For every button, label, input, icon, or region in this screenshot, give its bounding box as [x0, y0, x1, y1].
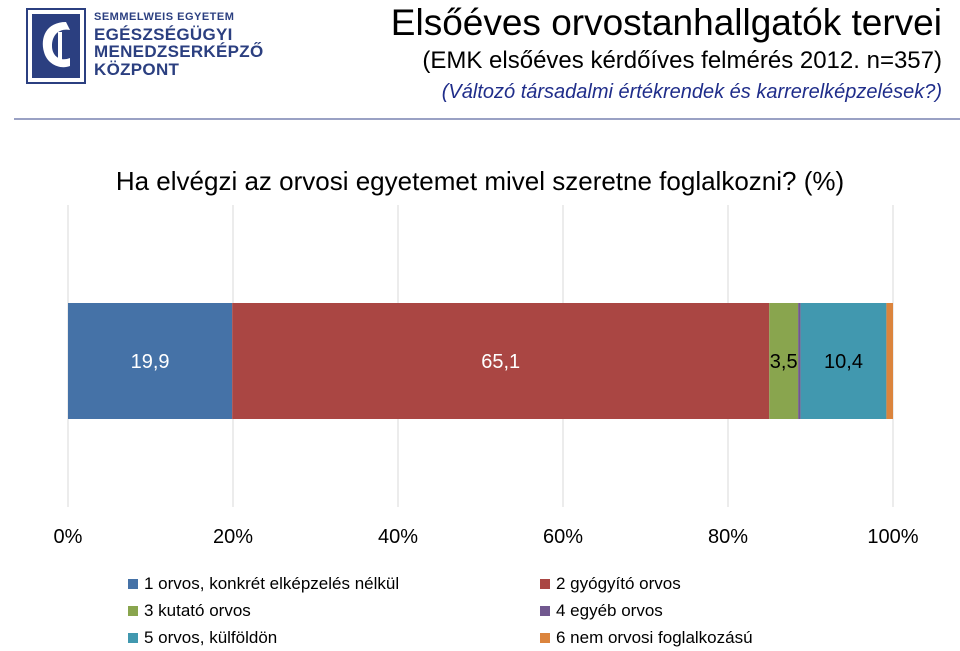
logo-emblem-icon	[26, 8, 86, 84]
legend-item-s1: 1 orvos, konkrét elképzelés nélkül	[128, 570, 399, 597]
legend-label-s5: 5 orvos, külföldön	[144, 627, 278, 647]
legend-label-s4: 4 egyéb orvos	[556, 600, 663, 620]
x-tick-label-5: 100%	[867, 526, 918, 548]
x-tick-label-3: 60%	[543, 526, 583, 548]
legend-swatch-s6	[540, 632, 550, 643]
logo-line-3: KÖZPONT	[94, 60, 180, 80]
data-label-5: 10,4	[824, 351, 863, 373]
bar-segment-5	[800, 303, 887, 419]
legend-item-s5: 5 orvos, külföldön	[128, 624, 399, 651]
legend-label-s3: 3 kutató orvos	[144, 600, 251, 620]
legend-left-column: 1 orvos, konkrét elképzelés nélkül 3 kut…	[128, 570, 399, 651]
legend-swatch-s3	[128, 605, 138, 616]
legend-swatch-s5	[128, 632, 138, 643]
legend-right-column: 2 gyógyító orvos 4 egyéb orvos 6 nem orv…	[540, 570, 753, 651]
bar-segment-6	[886, 303, 893, 419]
logo-line-1: EGÉSZSÉGÜGYI	[94, 24, 233, 44]
x-tick-label-4: 80%	[708, 526, 748, 548]
data-label-1: 19,9	[131, 351, 170, 373]
header-divider	[14, 118, 960, 120]
x-tick-label-0: 0%	[54, 526, 83, 548]
legend-swatch-s4	[540, 605, 550, 616]
page-subtitle: (EMK elsőéves kérdőíves felmérés 2012. n…	[422, 47, 942, 74]
bar-segment-4	[798, 303, 801, 419]
bar-segment-3	[769, 303, 799, 419]
legend-label-s6: 6 nem orvosi foglalkozású	[556, 627, 753, 647]
legend-swatch-s2	[540, 578, 550, 589]
x-tick-label-1: 20%	[213, 526, 253, 548]
logo-line-university: SEMMELWEIS EGYETEM	[94, 11, 235, 23]
page-subtitle-italic: (Változó társadalmi értékrendek és karre…	[441, 81, 942, 103]
legend-swatch-s1	[128, 578, 138, 589]
page-title: Elsőéves orvostanhallgatók tervei	[390, 2, 942, 43]
logo: SEMMELWEIS EGYETEM EGÉSZSÉGÜGYI MENEDZSE…	[26, 8, 266, 88]
legend-item-s3: 3 kutató orvos	[128, 597, 399, 624]
bar-segment-1	[68, 303, 233, 419]
legend-item-s2: 2 gyógyító orvos	[540, 570, 753, 597]
stacked-bar-chart: Ha elvégzi az orvosi egyetemet mivel sze…	[54, 166, 919, 548]
data-label-2: 65,1	[481, 351, 520, 373]
legend-label-s2: 2 gyógyító orvos	[556, 573, 681, 593]
legend-item-s4: 4 egyéb orvos	[540, 597, 753, 624]
legend-item-s6: 6 nem orvosi foglalkozású	[540, 624, 753, 651]
data-label-3: 3,5	[770, 351, 798, 373]
legend-label-s1: 1 orvos, konkrét elképzelés nélkül	[144, 573, 400, 593]
logo-line-2: MENEDZSERKÉPZŐ	[94, 42, 264, 62]
bar-segment-2	[232, 303, 770, 419]
logo-text: SEMMELWEIS EGYETEM EGÉSZSÉGÜGYI MENEDZSE…	[94, 11, 264, 80]
chart-title: Ha elvégzi az orvosi egyetemet mivel sze…	[116, 166, 844, 196]
x-tick-label-2: 40%	[378, 526, 418, 548]
